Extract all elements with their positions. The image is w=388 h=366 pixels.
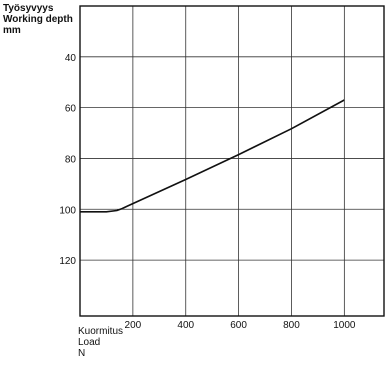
x-axis-label-fi: Kuormitus — [78, 326, 124, 337]
x-tick-labels: 200 400 600 800 1000 — [125, 320, 356, 331]
x-tick-label-400: 400 — [177, 320, 194, 331]
x-axis-label-en: Load — [78, 337, 101, 348]
y-tick-label-100: 100 — [59, 205, 76, 216]
y-tick-label-120: 120 — [59, 256, 76, 267]
y-axis-label-en: Working depth — [3, 14, 73, 25]
y-axis-unit: mm — [3, 25, 21, 36]
y-tick-labels: 40 60 80 100 120 — [59, 53, 76, 267]
plot-frame — [79, 5, 385, 317]
y-tick-label-40: 40 — [65, 53, 77, 64]
x-tick-label-200: 200 — [125, 320, 142, 331]
y-tick-label-60: 60 — [65, 104, 77, 115]
y-tick-label-80: 80 — [65, 154, 77, 165]
y-axis-label-fi: Työsyvyys — [3, 3, 54, 14]
x-gridlines — [132, 6, 345, 316]
x-tick-label-1000: 1000 — [333, 320, 356, 331]
x-axis-unit: N — [78, 348, 86, 359]
x-tick-label-600: 600 — [230, 320, 247, 331]
series-line — [80, 99, 345, 213]
y-gridlines — [80, 56, 384, 261]
x-tick-label-800: 800 — [283, 320, 300, 331]
